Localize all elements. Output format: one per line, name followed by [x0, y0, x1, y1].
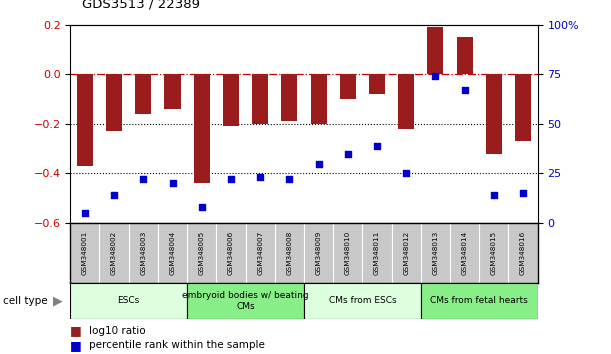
- Text: GSM348015: GSM348015: [491, 231, 497, 275]
- Text: GSM348010: GSM348010: [345, 231, 351, 275]
- Point: [139, 177, 148, 182]
- Point: [197, 204, 207, 210]
- Bar: [421, 283, 538, 319]
- Point: [109, 193, 119, 198]
- Text: GSM348008: GSM348008: [287, 231, 293, 275]
- Text: embryoid bodies w/ beating
CMs: embryoid bodies w/ beating CMs: [182, 291, 309, 310]
- Bar: [515, 74, 531, 141]
- Text: GSM348002: GSM348002: [111, 231, 117, 275]
- Point: [285, 177, 295, 182]
- Text: CMs from ESCs: CMs from ESCs: [329, 296, 396, 306]
- Point: [431, 74, 441, 79]
- Text: GSM348005: GSM348005: [199, 231, 205, 275]
- Bar: [304, 283, 421, 319]
- Text: GDS3513 / 22389: GDS3513 / 22389: [82, 0, 200, 11]
- Text: GSM348007: GSM348007: [257, 231, 263, 275]
- Bar: [252, 74, 268, 124]
- Bar: [194, 74, 210, 183]
- Bar: [456, 37, 473, 74]
- Text: CMs from fetal hearts: CMs from fetal hearts: [430, 296, 528, 306]
- Point: [313, 161, 323, 166]
- Bar: [77, 74, 93, 166]
- Point: [401, 171, 411, 176]
- Point: [167, 181, 177, 186]
- Point: [343, 151, 353, 156]
- Bar: [310, 74, 327, 124]
- Bar: [340, 74, 356, 99]
- Bar: [223, 74, 239, 126]
- Text: ■: ■: [70, 339, 82, 352]
- Point: [518, 190, 528, 196]
- Bar: [164, 74, 180, 109]
- Bar: [187, 283, 304, 319]
- Text: GSM348001: GSM348001: [82, 231, 88, 275]
- Point: [372, 143, 382, 149]
- Text: GSM348009: GSM348009: [315, 231, 321, 275]
- Text: log10 ratio: log10 ratio: [89, 326, 145, 336]
- Text: GSM348004: GSM348004: [169, 231, 175, 275]
- Point: [80, 210, 90, 216]
- Text: ▶: ▶: [53, 295, 63, 307]
- Text: percentile rank within the sample: percentile rank within the sample: [89, 340, 265, 350]
- Bar: [398, 74, 414, 129]
- Text: cell type: cell type: [3, 296, 48, 306]
- Point: [226, 177, 236, 182]
- Text: GSM348006: GSM348006: [228, 231, 234, 275]
- Text: ESCs: ESCs: [117, 296, 140, 306]
- Point: [459, 87, 469, 93]
- Point: [489, 193, 499, 198]
- Text: GSM348011: GSM348011: [374, 231, 380, 275]
- Bar: [486, 74, 502, 154]
- Text: GSM348014: GSM348014: [462, 231, 467, 275]
- Bar: [369, 74, 385, 94]
- Text: GSM348013: GSM348013: [433, 231, 439, 275]
- Point: [255, 175, 265, 180]
- Text: GSM348016: GSM348016: [520, 231, 526, 275]
- Text: ■: ■: [70, 325, 82, 337]
- Bar: [70, 283, 187, 319]
- Bar: [281, 74, 298, 121]
- Bar: [106, 74, 122, 131]
- Text: GSM348012: GSM348012: [403, 231, 409, 275]
- Bar: [428, 27, 444, 74]
- Bar: [135, 74, 152, 114]
- Text: GSM348003: GSM348003: [141, 231, 146, 275]
